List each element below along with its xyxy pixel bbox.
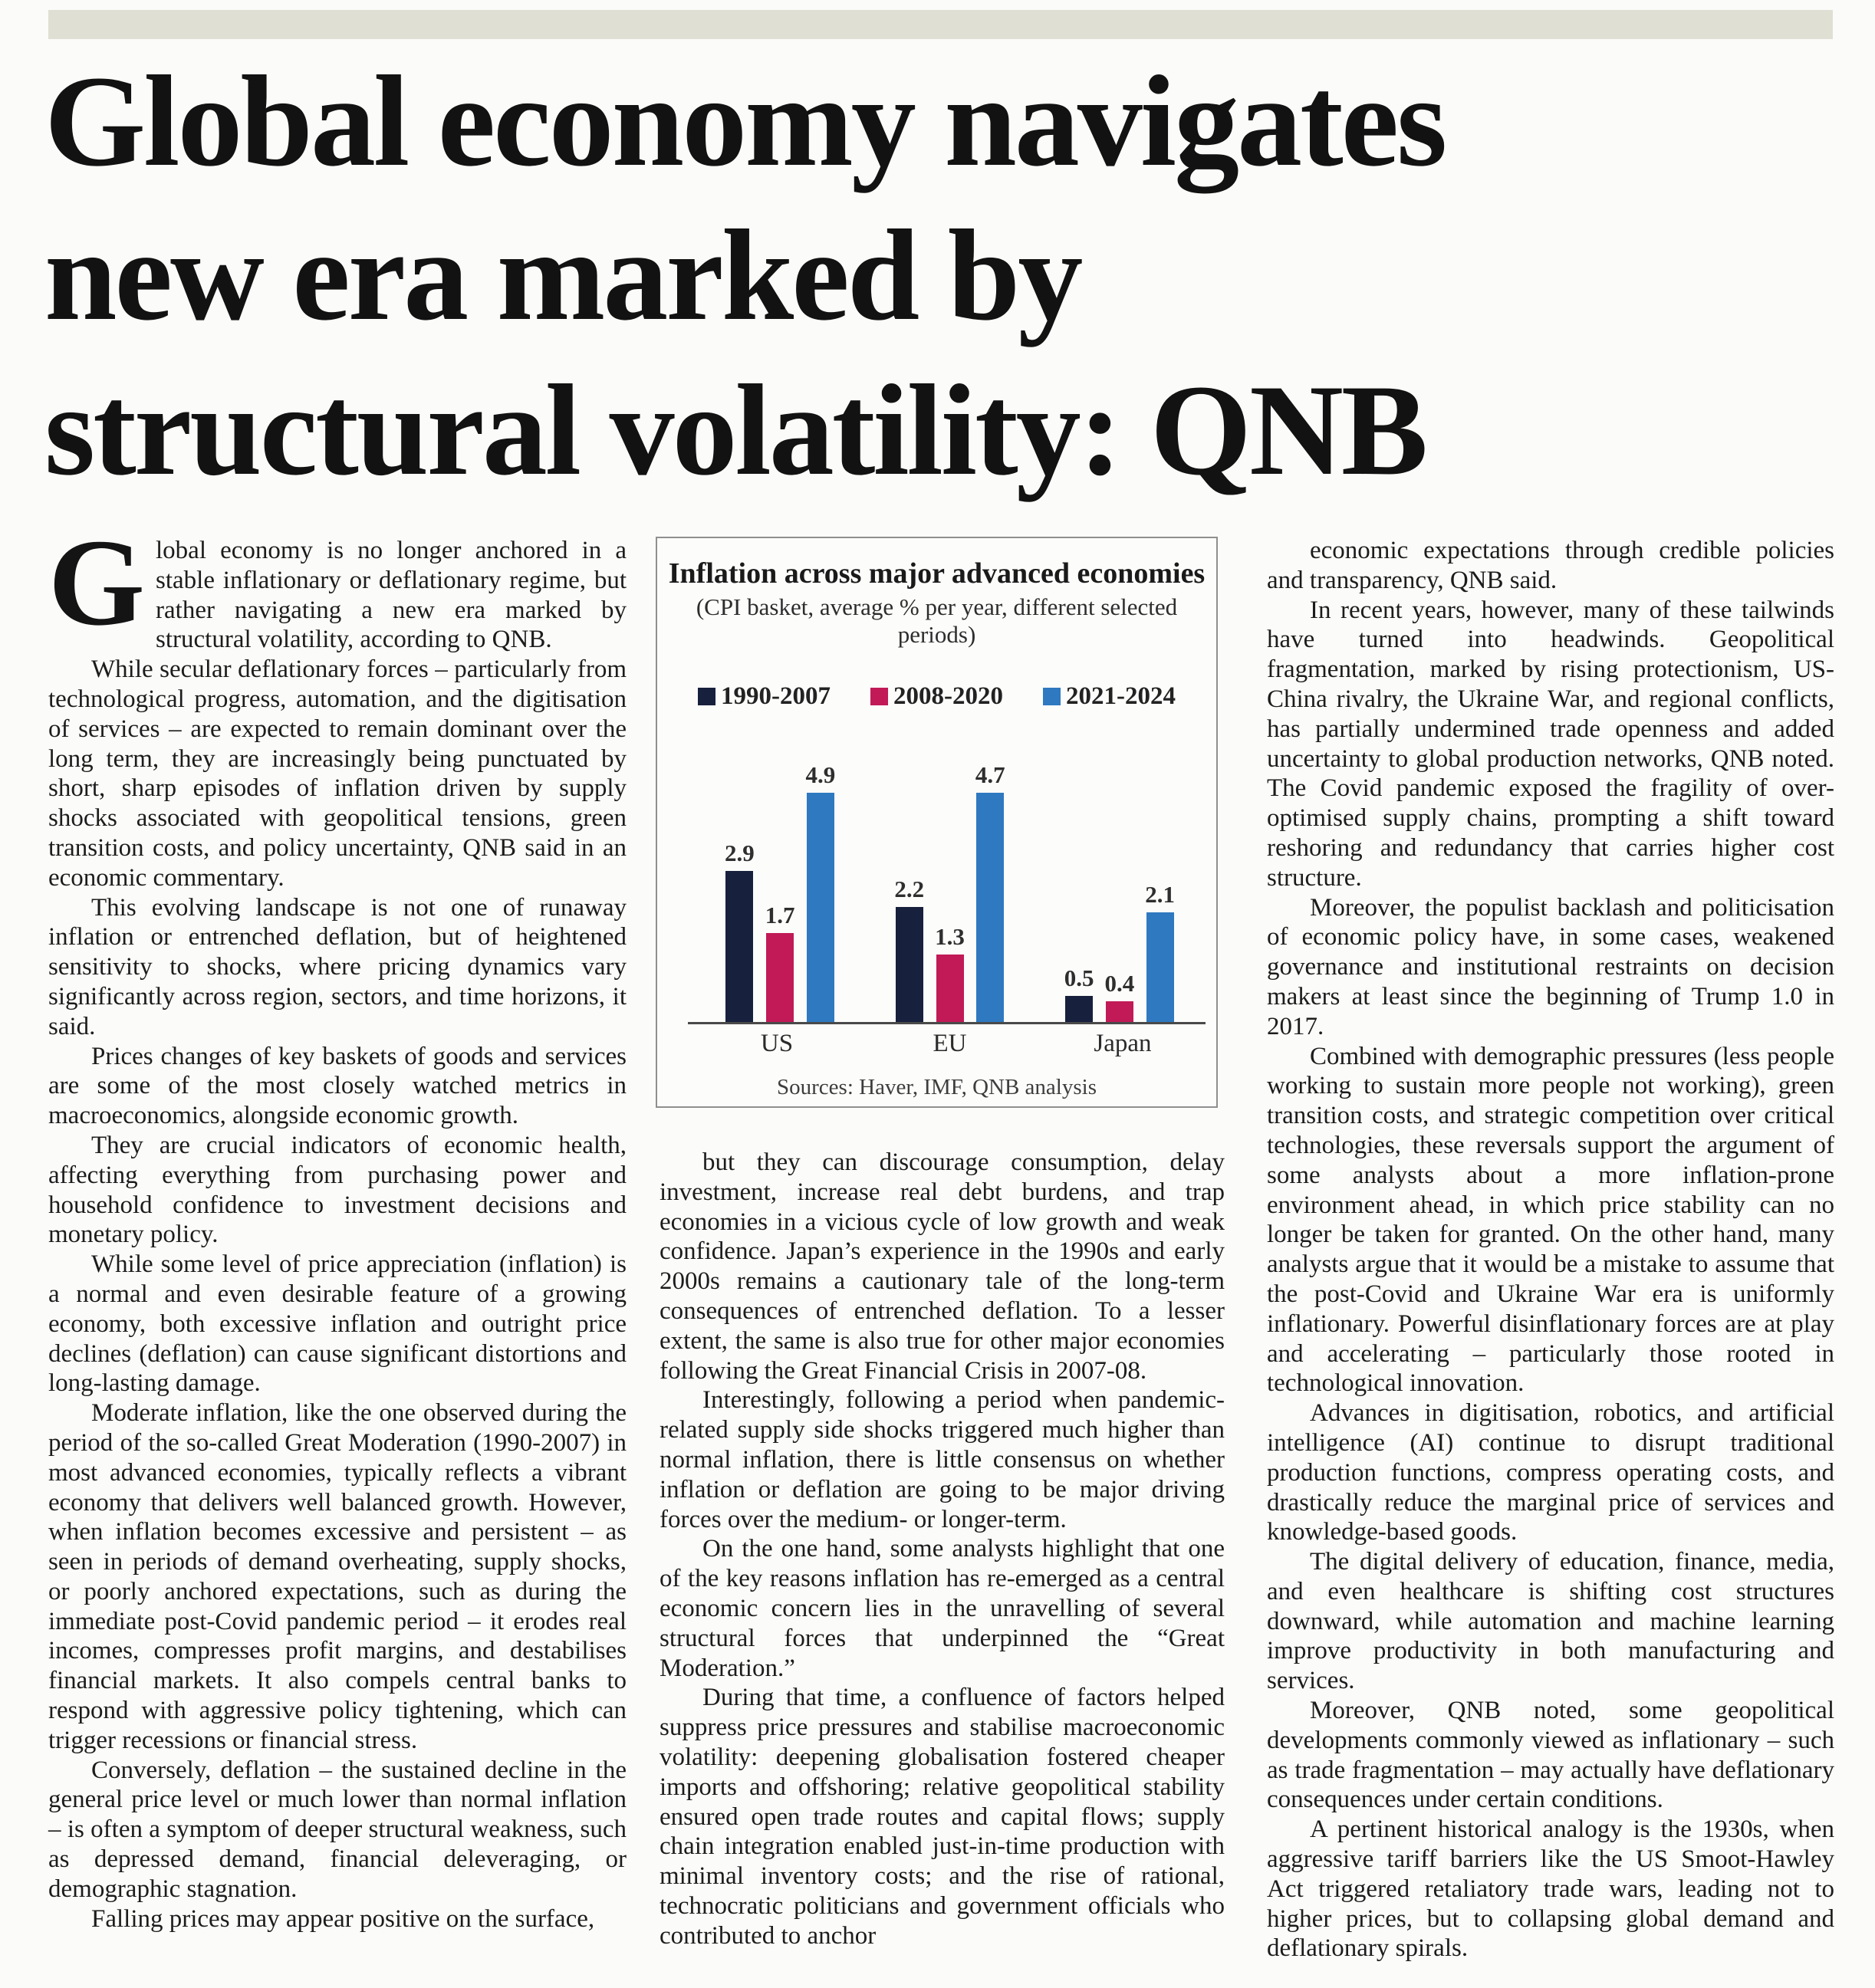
- bar-japan-1990-2007: [1065, 996, 1094, 1022]
- paragraph: On the one hand, some analysts highlight…: [660, 1535, 1225, 1682]
- bar-value-label: 0.4: [1104, 969, 1135, 997]
- paragraph: but they can discourage consumption, del…: [660, 1148, 1225, 1385]
- headline-line: structural volatility: QNB: [44, 357, 1428, 502]
- bar-wrap: 1.3: [935, 761, 965, 1022]
- paragraph: Advances in digitisation, robotics, and …: [1267, 1399, 1834, 1546]
- paragraph: Conversely, deflation – the sustained de…: [48, 1756, 627, 1903]
- bar-us-2021-2024: [806, 793, 834, 1022]
- bar-value-label: 4.7: [975, 761, 1005, 788]
- chart-subtitle: (CPI basket, average % per year, differe…: [696, 593, 1178, 648]
- chart-plot: 2.9 1.7 4.9 2.2 1.3 4.7 0.5 0.4 2.1: [688, 761, 1206, 1024]
- paragraph: The digital delivery of education, finan…: [1267, 1548, 1834, 1695]
- chart-plot-groups: 2.9 1.7 4.9 2.2 1.3 4.7 0.5 0.4 2.1: [688, 761, 1206, 1022]
- article-column-2: but they can discourage consumption, del…: [660, 1148, 1225, 1951]
- bar-eu-2008-2020: [936, 954, 964, 1022]
- x-axis-label-eu: EU: [933, 1030, 967, 1057]
- paragraph: Moreover, QNB noted, some geopolitical d…: [1267, 1697, 1834, 1814]
- bar-wrap: 2.2: [894, 761, 924, 1022]
- paragraph: In recent years, however, many of these …: [1267, 596, 1834, 892]
- chart-source-note: Sources: Haver, IMF, QNB analysis: [777, 1075, 1097, 1099]
- bar-wrap: 0.4: [1104, 761, 1135, 1022]
- x-axis-labels: US EU Japan: [688, 1030, 1206, 1058]
- paragraph: Prices changes of key baskets of goods a…: [48, 1042, 627, 1130]
- bar-wrap: 2.9: [725, 761, 755, 1022]
- bar-wrap: 2.1: [1145, 761, 1175, 1022]
- paragraph: While some level of price appreciation (…: [48, 1250, 627, 1398]
- paragraph: economic expectations through credible p…: [1267, 537, 1834, 594]
- headline-line: Global economy navigates: [44, 49, 1447, 193]
- paragraph: While secular deflationary forces – part…: [48, 656, 627, 892]
- article-column-3: economic expectations through credible p…: [1267, 536, 1834, 1963]
- bar-wrap: 4.7: [975, 761, 1005, 1022]
- chart-legend: 1990-2007 2008-2020 2021-2024: [657, 682, 1216, 711]
- bar-value-label: 4.9: [805, 761, 836, 788]
- chart-title: Inflation across major advanced economie…: [668, 557, 1206, 590]
- bar-group-japan: 0.5 0.4 2.1: [1064, 761, 1175, 1022]
- legend-label: 2008-2020: [893, 682, 1003, 710]
- bar-wrap: 0.5: [1064, 761, 1094, 1022]
- paragraph: They are crucial indicators of economic …: [48, 1131, 627, 1249]
- legend-swatch: [698, 688, 715, 705]
- headline: Global economy navigates new era marked …: [44, 44, 1843, 508]
- lead-paragraph-text: lobal economy is no longer anchored in a…: [156, 537, 627, 654]
- bar-value-label: 2.9: [725, 839, 755, 866]
- bar-eu-1990-2007: [895, 907, 923, 1022]
- paragraph: Falling prices may appear positive on th…: [91, 1904, 595, 1933]
- bar-japan-2008-2020: [1105, 1001, 1133, 1022]
- legend-swatch: [1043, 688, 1061, 705]
- paragraph: Interestingly, following a period when p…: [660, 1386, 1225, 1533]
- paragraph: Combined with demographic pressures (les…: [1267, 1042, 1834, 1398]
- x-axis-label-japan: Japan: [1094, 1030, 1152, 1057]
- bar-value-label: 1.3: [935, 922, 965, 950]
- legend-label: 2021-2024: [1066, 682, 1176, 710]
- x-axis-label-us: US: [760, 1030, 794, 1057]
- paragraph: Moreover, the populist backlash and poli…: [1267, 893, 1834, 1040]
- bar-wrap: 4.9: [805, 761, 836, 1022]
- bar-us-1990-2007: [725, 870, 754, 1022]
- drop-cap: G: [48, 514, 146, 652]
- bar-value-label: 2.1: [1145, 881, 1175, 909]
- paragraph: Moderate inflation, like the one observe…: [48, 1399, 627, 1754]
- legend-label: 1990-2007: [721, 682, 831, 710]
- bar-value-label: 1.7: [765, 902, 795, 929]
- legend-item: 2021-2024: [1043, 682, 1176, 711]
- legend-item: 1990-2007: [698, 682, 831, 711]
- bar-value-label: 2.2: [894, 876, 925, 903]
- bar-eu-2021-2024: [976, 793, 1005, 1022]
- bar-value-label: 0.5: [1064, 964, 1094, 991]
- paragraph: A pertinent historical analogy is the 19…: [1267, 1815, 1834, 1963]
- paragraph: During that time, a confluence of factor…: [660, 1684, 1225, 1950]
- bar-japan-2021-2024: [1146, 912, 1174, 1022]
- bar-group-us: 2.9 1.7 4.9: [725, 761, 835, 1022]
- bar-us-2008-2020: [766, 933, 794, 1022]
- top-decorative-bar: [48, 10, 1833, 39]
- headline-line: new era marked by: [44, 203, 1083, 348]
- paragraph: This evolving landscape is not one of ru…: [48, 893, 627, 1040]
- legend-swatch: [870, 688, 888, 705]
- inflation-chart: Inflation across major advanced economie…: [656, 537, 1218, 1108]
- x-axis-line: [688, 1022, 1206, 1024]
- bar-wrap: 1.7: [765, 761, 795, 1022]
- legend-item: 2008-2020: [870, 682, 1003, 711]
- bar-group-eu: 2.2 1.3 4.7: [894, 761, 1005, 1022]
